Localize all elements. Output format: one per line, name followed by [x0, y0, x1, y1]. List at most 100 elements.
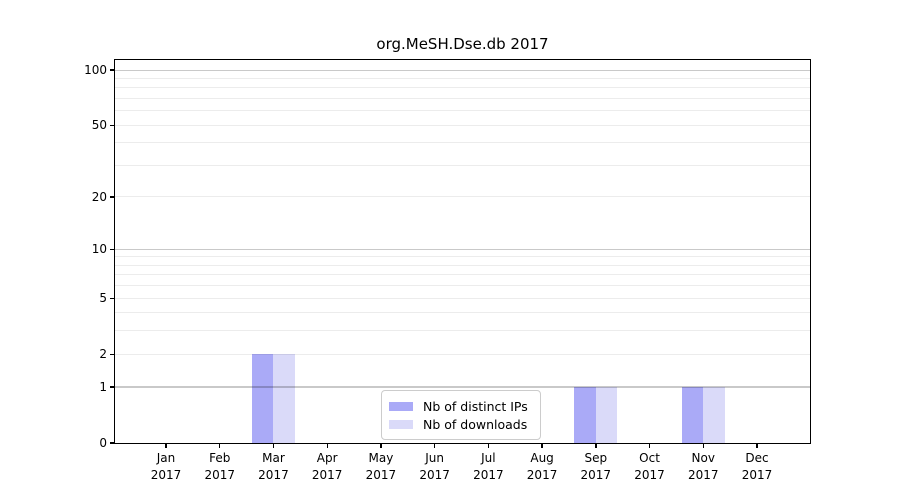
y-gridline-1	[115, 386, 810, 388]
y-tick-2	[109, 353, 114, 355]
x-tick-label-line: Nov	[691, 451, 715, 465]
chart-title: org.MeSH.Dse.db 2017	[376, 35, 549, 53]
x-tick-8	[595, 443, 597, 448]
x-tick-label-line: 2017	[258, 467, 289, 482]
plot-area: Nb of distinct IPs Nb of downloads	[114, 59, 811, 444]
x-tick-0	[165, 443, 167, 448]
x-tick-6	[487, 443, 490, 448]
y-tick-label-5: 5	[99, 291, 107, 306]
y-gridline-100	[115, 69, 810, 71]
top-spine	[114, 59, 811, 61]
x-tick-label-line: 2017	[687, 467, 719, 482]
y-gridline-80	[115, 87, 810, 89]
x-tick-label-2: Mar 2017	[233, 450, 313, 483]
legend-item-downloads: Nb of downloads	[389, 415, 532, 433]
y-gridline-9	[115, 256, 810, 258]
legend-label-downloads: Nb of downloads	[423, 416, 528, 432]
right-spine	[809, 59, 811, 444]
x-tick-label-line: 2017	[311, 467, 343, 482]
x-tick-label-10: Nov 2017	[663, 450, 743, 483]
x-tick-label-line: Feb	[209, 451, 231, 465]
x-tick-1	[219, 443, 221, 448]
y-gridline-8	[115, 264, 810, 266]
x-tick-label-line: 2017	[580, 467, 612, 482]
x-tick-7	[541, 443, 543, 448]
bar-distinct-ips	[681, 386, 704, 443]
x-tick-10	[702, 443, 704, 448]
y-gridline-3	[115, 330, 810, 332]
y-tick-100	[109, 69, 114, 71]
x-tick-label-line: Jun	[425, 451, 444, 465]
y-tick-label-2: 2	[99, 347, 107, 362]
legend-label-distinct-ips: Nb of distinct IPs	[423, 398, 528, 414]
x-tick-label-4: May 2017	[341, 450, 421, 483]
x-tick-label-line: 2017	[365, 467, 397, 482]
x-tick-label-6: Jul 2017	[448, 450, 528, 483]
y-gridline-20	[115, 196, 810, 198]
x-tick-label-line: 2017	[419, 467, 450, 482]
x-tick-label-line: 2017	[150, 467, 182, 482]
x-tick-9	[648, 443, 651, 448]
legend-swatch-distinct-ips	[389, 401, 413, 411]
x-tick-label-0: Jan 2017	[126, 450, 206, 483]
legend-item-distinct-ips: Nb of distinct IPs	[389, 397, 532, 415]
x-tick-label-5: Jun 2017	[395, 450, 475, 483]
x-tick-label-line: May	[368, 451, 394, 465]
y-tick-5	[109, 297, 114, 299]
x-tick-2	[272, 443, 275, 448]
y-gridline-5	[115, 297, 810, 299]
x-tick-label-line: Mar	[262, 451, 285, 465]
legend: Nb of distinct IPs Nb of downloads	[381, 390, 541, 440]
y-gridline-90	[115, 77, 810, 79]
x-tick-5	[434, 443, 436, 448]
x-tick-label-7: Aug 2017	[502, 450, 582, 483]
x-tick-label-line: 2017	[473, 467, 504, 482]
y-tick-label-100: 100	[84, 63, 107, 77]
x-tick-label-9: Oct 2017	[610, 450, 690, 483]
y-gridline-4	[115, 312, 810, 314]
x-tick-label-11: Dec 2017	[717, 450, 797, 483]
y-tick-20	[109, 196, 114, 198]
bar-downloads	[703, 386, 725, 443]
bar-distinct-ips	[574, 386, 596, 443]
x-tick-label-line: Apr	[316, 451, 338, 465]
x-tick-11	[756, 443, 758, 448]
x-tick-label-line: Dec	[745, 451, 769, 465]
x-tick-label-line: Aug	[530, 451, 554, 465]
x-axis-line	[114, 442, 811, 444]
x-tick-label-line: 2017	[634, 467, 665, 482]
y-tick-0	[109, 442, 114, 444]
y-tick-label-50: 50	[91, 118, 107, 133]
bar-distinct-ips	[251, 354, 274, 443]
legend-swatch-downloads	[389, 419, 413, 429]
y-tick-50	[109, 124, 114, 126]
y-gridline-40	[115, 142, 810, 144]
y-tick-label-10: 10	[91, 242, 107, 257]
y-gridline-2	[115, 353, 810, 355]
x-tick-label-line: 2017	[204, 467, 235, 482]
x-tick-label-8: Sep 2017	[556, 450, 636, 483]
x-tick-4	[380, 443, 382, 448]
bar-downloads	[273, 354, 295, 443]
y-gridline-50	[115, 124, 810, 126]
y-gridline-10	[115, 248, 810, 250]
x-tick-label-line: Sep	[584, 451, 608, 465]
bar-downloads	[595, 386, 618, 443]
x-tick-label-line: 2017	[526, 467, 558, 482]
x-tick-label-line: Jul	[481, 451, 496, 465]
x-tick-label-3: Apr 2017	[287, 450, 367, 483]
y-gridline-30	[115, 164, 810, 166]
y-gridline-60	[115, 110, 810, 112]
y-tick-10	[109, 248, 114, 250]
x-tick-label-1: Feb 2017	[180, 450, 260, 483]
y-tick-1	[109, 386, 114, 388]
x-tick-label-line: Oct	[639, 451, 660, 465]
y-tick-label-20: 20	[91, 189, 107, 204]
x-tick-3	[326, 443, 328, 448]
y-axis-line	[114, 59, 116, 444]
y-gridline-7	[115, 274, 810, 276]
y-tick-label-0: 0	[99, 436, 107, 450]
x-tick-label-line: 2017	[741, 467, 773, 482]
y-gridline-70	[115, 97, 810, 99]
